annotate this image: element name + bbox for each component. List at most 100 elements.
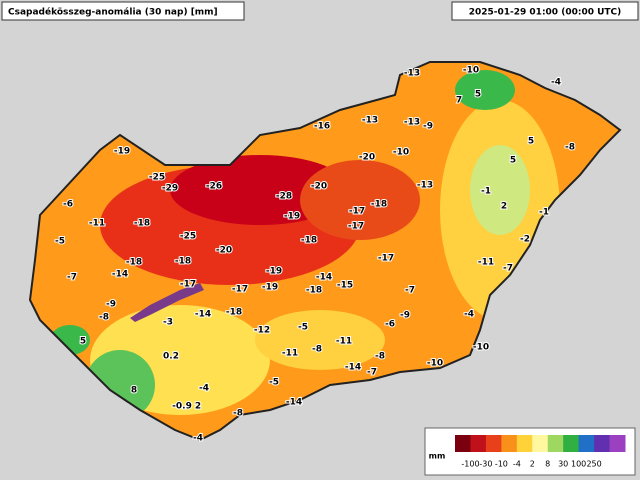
station-value: -6 <box>63 200 73 210</box>
title-box <box>1 1 245 21</box>
station-value: -7 <box>367 368 377 378</box>
station-value: -11 <box>336 337 352 347</box>
station-value: 5 <box>528 137 534 147</box>
legend-label: 30 <box>558 460 568 469</box>
station-value: -9 <box>423 122 433 132</box>
station-value: -18 <box>371 200 387 210</box>
station-value: -17 <box>349 207 365 217</box>
lake <box>130 283 204 322</box>
station-value: -5 <box>55 237 65 247</box>
legend-label: -100 <box>461 460 479 469</box>
timestamp: 2025-01-29 01:00 (00:00 UTC) <box>469 8 622 18</box>
station-value: -6 <box>385 320 395 330</box>
station-value: -11 <box>478 258 494 268</box>
legend-swatch <box>485 435 502 452</box>
station-value: -14 <box>112 270 128 280</box>
station-value: -19 <box>284 212 300 222</box>
station-value: -4 <box>551 78 561 88</box>
station-value: 2 <box>501 202 507 212</box>
station-value: -20 <box>311 182 327 192</box>
station-value: -20 <box>359 153 375 163</box>
station-value: 2 <box>195 402 201 412</box>
station-value: -5 <box>269 378 279 388</box>
legend-swatch <box>516 435 533 452</box>
station-value: -18 <box>126 258 142 268</box>
station-value: -19 <box>114 147 130 157</box>
station-value: -26 <box>206 182 222 192</box>
station-value: -28 <box>276 192 292 202</box>
station-value: -7 <box>67 273 77 283</box>
legend-label: 250 <box>586 460 601 469</box>
station-value: -8 <box>375 352 385 362</box>
legend-label: 2 <box>530 460 535 469</box>
station-value: -11 <box>89 219 105 229</box>
legend-label: 100 <box>571 460 586 469</box>
legend-swatch <box>578 435 595 452</box>
station-value: -13 <box>417 181 433 191</box>
station-value: -11 <box>282 349 298 359</box>
station-value: -14 <box>286 398 302 408</box>
legend-unit: mm <box>429 452 446 461</box>
station-value: -14 <box>195 310 211 320</box>
station-value: -2 <box>520 235 530 245</box>
time-box <box>451 1 639 21</box>
station-value: -18 <box>306 286 322 296</box>
station-value: -8 <box>312 345 322 355</box>
legend-swatch <box>532 435 549 452</box>
station-value: -3 <box>163 318 173 328</box>
station-value: -18 <box>301 236 317 246</box>
station-value: -13 <box>404 69 420 79</box>
title: Csapadékösszeg-anomália (30 nap) [mm] <box>8 7 218 18</box>
station-value: -8 <box>99 313 109 323</box>
station-value: -19 <box>266 267 282 277</box>
station-value: 0.2 <box>163 352 179 362</box>
station-value: -7 <box>503 264 513 274</box>
station-value: -4 <box>199 384 209 394</box>
legend-swatch <box>455 435 471 452</box>
station-value: -10 <box>463 66 479 76</box>
station-value: 5 <box>475 90 481 100</box>
station-value: -25 <box>180 232 196 242</box>
legend-label: -4 <box>513 460 521 469</box>
legend-swatch <box>563 435 580 452</box>
station-value: -10 <box>393 148 409 158</box>
legend-swatch <box>609 435 626 452</box>
station-value: 8 <box>131 386 137 396</box>
station-value: -1 <box>481 187 491 197</box>
station-value: -13 <box>362 116 378 126</box>
station-value: 5 <box>510 156 516 166</box>
station-value: -17 <box>378 254 394 264</box>
legend-label: -30 <box>479 460 492 469</box>
station-value: -15 <box>337 281 353 291</box>
legend-swatch <box>547 435 564 452</box>
station-value: -10 <box>473 343 489 353</box>
station-value: -14 <box>316 273 332 283</box>
station-value: -18 <box>134 219 150 229</box>
station-value: -4 <box>193 434 203 444</box>
station-value: -4 <box>464 310 474 320</box>
legend-label: -10 <box>495 460 508 469</box>
station-value: -19 <box>262 283 278 293</box>
station-value: 5 <box>80 337 86 347</box>
station-value: -13 <box>404 118 420 128</box>
station-value: -17 <box>180 280 196 290</box>
legend-swatch <box>594 435 611 452</box>
legend-label: 8 <box>545 460 550 469</box>
station-value: -18 <box>175 257 191 267</box>
station-value: -20 <box>216 246 232 256</box>
legend-swatch <box>501 435 518 452</box>
station-value: 7 <box>456 96 462 106</box>
station-value: -12 <box>254 326 270 336</box>
station-value: -8 <box>233 409 243 419</box>
station-value: -5 <box>298 323 308 333</box>
station-value: -9 <box>106 300 116 310</box>
station-value: -10 <box>427 359 443 369</box>
station-value: -7 <box>405 286 415 296</box>
station-value: -17 <box>348 222 364 232</box>
legend-swatch <box>470 435 487 452</box>
station-value: -16 <box>314 122 330 132</box>
station-value: -9 <box>400 311 410 321</box>
station-value: -8 <box>565 143 575 153</box>
station-value: -17 <box>232 285 248 295</box>
